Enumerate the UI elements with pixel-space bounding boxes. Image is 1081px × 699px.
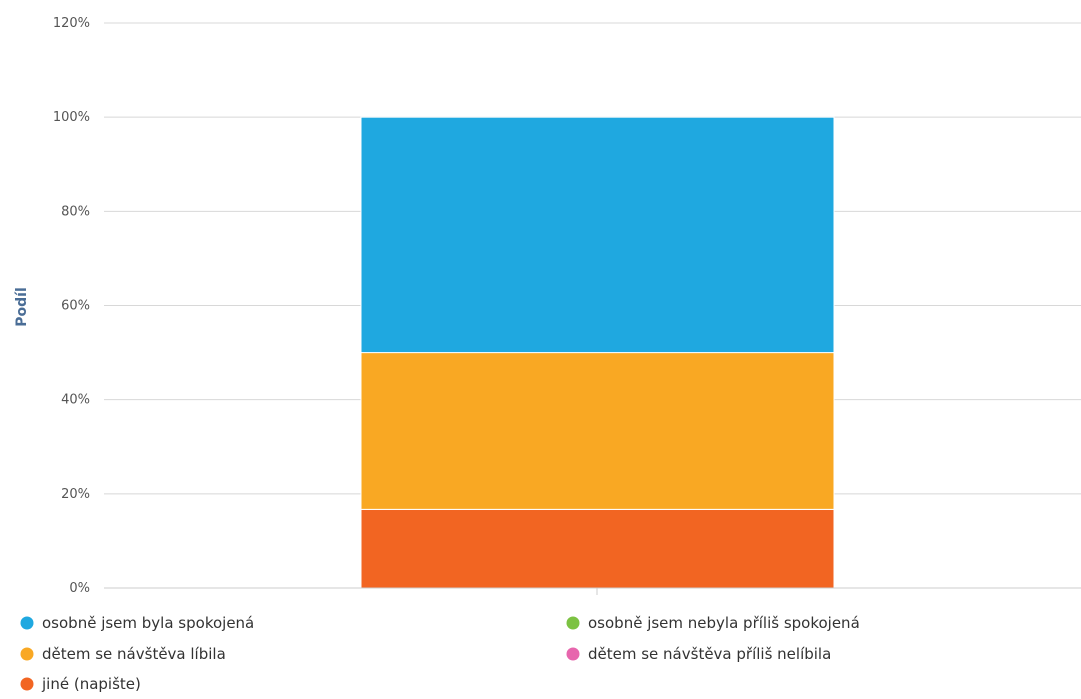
y-axis-label: Podíl bbox=[14, 287, 30, 327]
bar-segments bbox=[360, 116, 835, 589]
bar-segment[interactable] bbox=[360, 116, 835, 354]
legend-item-label[interactable]: osobně jsem nebyla příliš spokojená bbox=[588, 614, 860, 632]
y-tick-label: 20% bbox=[61, 487, 90, 502]
legend-item-label[interactable]: osobně jsem byla spokojená bbox=[42, 614, 254, 632]
y-axis-ticks: 0% 20% 40% 60% 80% 100% 120% bbox=[53, 16, 90, 596]
legend-marker bbox=[20, 647, 34, 661]
legend-item-label[interactable]: dětem se návštěva líbila bbox=[42, 645, 226, 663]
legend: osobně jsem byla spokojená osobně jsem ne… bbox=[20, 614, 860, 693]
y-tick-label: 60% bbox=[61, 299, 90, 314]
bar-segment[interactable] bbox=[360, 352, 835, 510]
legend-item-label[interactable]: jiné (napište) bbox=[41, 675, 141, 693]
bar-segment[interactable] bbox=[360, 508, 835, 589]
y-tick-label: 80% bbox=[61, 204, 90, 219]
y-tick-label: 0% bbox=[69, 581, 90, 596]
y-tick-label: 100% bbox=[53, 110, 90, 125]
y-tick-label: 120% bbox=[53, 16, 90, 31]
legend-marker bbox=[566, 616, 580, 630]
legend-item-label[interactable]: dětem se návštěva příliš nelíbila bbox=[588, 645, 831, 663]
legend-marker bbox=[566, 647, 580, 661]
y-tick-label: 40% bbox=[61, 393, 90, 408]
legend-marker bbox=[20, 677, 34, 691]
legend-marker bbox=[20, 616, 34, 630]
